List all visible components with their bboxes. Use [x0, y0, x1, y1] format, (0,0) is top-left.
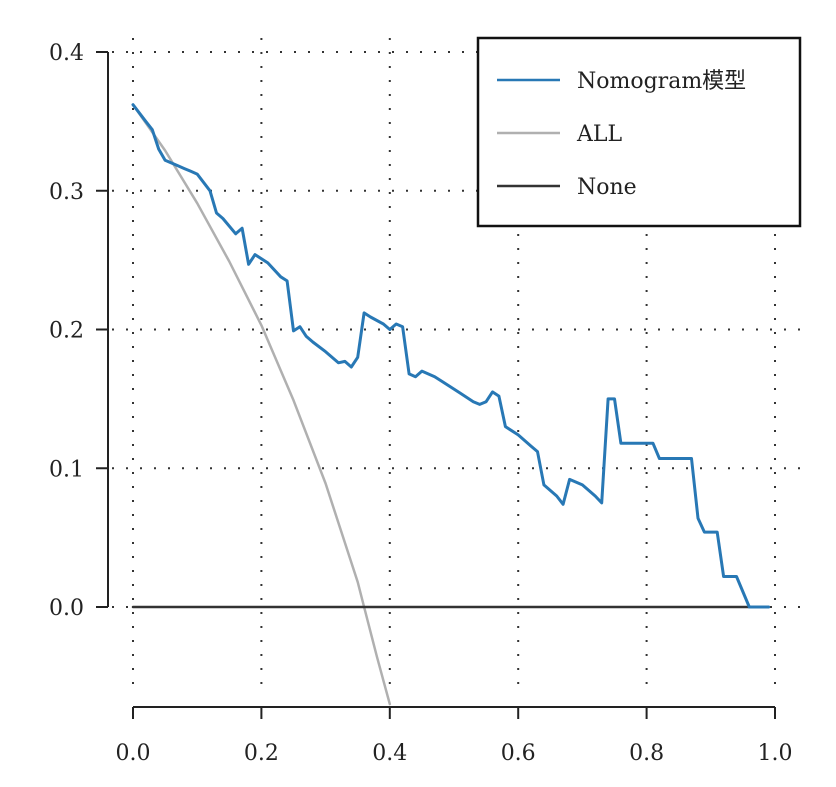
legend-label-all: ALL: [576, 122, 622, 147]
x-tick-label: 0.2: [244, 741, 279, 766]
x-tick-label: 1.0: [758, 741, 793, 766]
legend-label-none: None: [577, 175, 637, 200]
x-tick-label: 0.4: [372, 741, 407, 766]
series-lines: [131, 103, 771, 706]
series-line-nomogram: [131, 103, 771, 609]
x-tick-label: 0.8: [629, 741, 664, 766]
legend-label-nomogram: Nomogram模型: [577, 69, 746, 94]
axes: 0.4 0.3 0.2 0.1 0.0 0.0 0.2 0.4 0.6 0.8 1.0: [49, 41, 793, 766]
y-tick-label: 0.0: [49, 596, 84, 621]
y-tick-label: 0.2: [49, 319, 84, 344]
x-tick-label: 0.0: [116, 741, 151, 766]
x-tick-label: 0.6: [501, 741, 536, 766]
y-tick-label: 0.3: [49, 180, 84, 205]
y-tick-label: 0.4: [49, 41, 84, 66]
series-line-all: [131, 103, 392, 706]
y-tick-label: 0.1: [49, 457, 84, 482]
legend: Nomogram模型 ALL None: [476, 36, 802, 228]
